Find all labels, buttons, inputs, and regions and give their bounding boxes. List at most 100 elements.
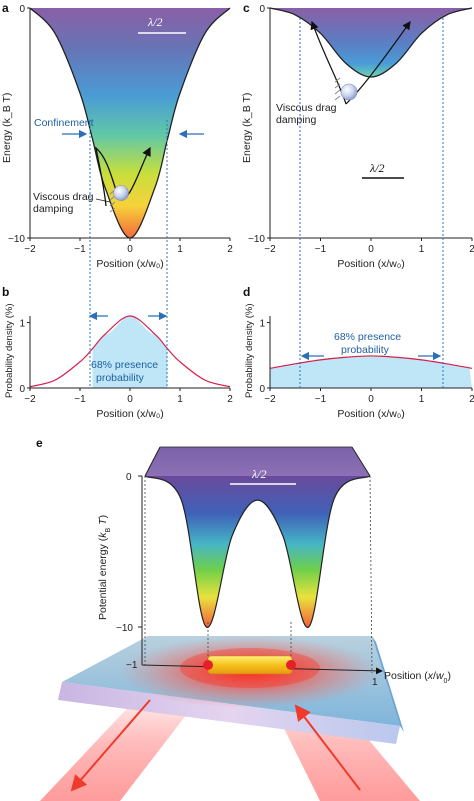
panel-letter-e: e <box>36 436 43 450</box>
panel-e: e λ/2 0 −10 Potential energy (kB T) <box>36 436 451 801</box>
axis-d-xtick-label: 1 <box>419 394 425 405</box>
axis-c-xtick-label: 0 <box>368 244 374 255</box>
axis-e-ylabel: Potential energy (kB T) <box>97 515 112 620</box>
lambda-label-c: λ/2 <box>369 161 385 175</box>
viscous-hatch-c <box>334 77 341 101</box>
energy-well-fill-e <box>145 476 370 628</box>
panel-letter-c: c <box>243 1 250 15</box>
axis-e-xlabel-0: 0 <box>444 678 448 685</box>
axis-c-ylabel: Energy (k_B T) <box>241 93 253 163</box>
laser-arrow-left <box>70 699 151 792</box>
energy-curve-c <box>269 7 473 78</box>
viscous-label-a-1: Viscous drag <box>33 191 94 203</box>
axis-c-xlabel: Position (x/w₀) <box>337 258 404 270</box>
axis-c-xtick-label: −1 <box>315 244 327 255</box>
droplines-e <box>144 475 373 674</box>
viscous-label-a-2: damping <box>33 203 73 215</box>
axes-b: −2 −1 0 1 2 Position (x/w₀) 1 0 Probability dens… <box>4 303 233 420</box>
panel-letter-d: d <box>243 285 250 299</box>
gold-nanorod <box>207 655 293 675</box>
axis-a-xtick-label: 2 <box>227 244 233 255</box>
axis-e-pos-tick-neg1: −1 <box>126 660 138 671</box>
glass-slab-side <box>372 636 404 732</box>
axis-c-xtick-label: 2 <box>469 244 474 255</box>
panel-letter-b: b <box>2 285 9 299</box>
axis-c-ytick-label: −10 <box>248 234 265 245</box>
probability-curve-b <box>29 315 231 388</box>
presence-label-b-2: probability <box>96 372 145 384</box>
axis-a-xtick-label: −1 <box>74 244 86 255</box>
glass-slab-front <box>58 682 400 744</box>
viscous-pointer-a <box>95 198 111 203</box>
axis-d-ytick-label: 1 <box>259 319 265 330</box>
axis-b-xtick-label: −1 <box>74 394 86 405</box>
axis-b-ylabel: Probability density (%) <box>4 303 15 398</box>
axis-a-xtick-label: −2 <box>24 244 36 255</box>
axis-c-xtick-label: −2 <box>264 244 276 255</box>
energy-well-fill-c <box>270 8 472 77</box>
lambda-label-a: λ/2 <box>147 15 163 29</box>
axis-b-ytick-label: 1 <box>19 319 25 330</box>
axis-e-xlabel-w: w <box>436 670 445 682</box>
trajectory-arrow-a <box>95 146 151 207</box>
energy-surface-top <box>145 447 370 476</box>
axis-e-ylabel-t: T <box>97 517 109 528</box>
probability-fill-b <box>92 316 168 388</box>
axis-d-xtick-label: 2 <box>469 394 474 405</box>
bead-a <box>113 185 129 201</box>
panel-d: d −2 −1 0 1 2 Position (x/w₀) 1 0 Probability de… <box>243 285 474 420</box>
axis-d-ylabel: Probability density (%) <box>244 303 255 398</box>
axis-e-ylabel-b: B <box>105 527 112 532</box>
axis-a-xlabel: Position (x/w₀) <box>96 258 163 270</box>
surface-edge-right <box>351 446 371 477</box>
axis-a-ylabel: Energy (k_B T) <box>1 93 13 163</box>
viscous-label-c-2: damping <box>276 114 316 126</box>
axis-e-label-10: −10 <box>116 623 133 634</box>
probability-curve-d <box>269 355 473 369</box>
axis-b-xtick-label: 0 <box>127 394 133 405</box>
axis-e-label-0: 0 <box>126 472 132 483</box>
axis-c-xtick-label: 1 <box>419 244 425 255</box>
axis-d-xlabel: Position (x/w₀) <box>337 408 404 420</box>
axis-e-ylabel-text: Potential energy ( <box>97 537 109 620</box>
presence-label-b-1: 68% presence <box>91 359 158 371</box>
axis-e-xlabel-close: ) <box>447 670 451 682</box>
axis-d-ytick-label: 0 <box>259 384 265 395</box>
probability-fill-d <box>270 355 472 388</box>
axis-b-xlabel: Position (x/w₀) <box>96 408 163 420</box>
bead-c <box>340 83 358 101</box>
energy-well-fill-a <box>30 8 230 238</box>
confinement-label: Confinement <box>34 117 94 129</box>
axis-d-xtick-label: −1 <box>315 394 327 405</box>
panel-letter-a: a <box>2 1 9 15</box>
lambda-label-e: λ/2 <box>251 467 267 481</box>
axis-e-xlabel-text: Position ( <box>384 670 428 682</box>
axes-d: −2 −1 0 1 2 Position (x/w₀) 1 0 Probability dens… <box>244 303 474 420</box>
laser-arrow-right <box>294 704 361 791</box>
axis-c-ytick-label: 0 <box>259 4 265 15</box>
axis-e-ylabel-k: k <box>97 532 109 538</box>
axis-b-ytick-label: 0 <box>19 384 25 395</box>
axis-e-ylabel-close: ) <box>97 515 109 519</box>
viscous-label-c-1: Viscous drag <box>276 102 337 114</box>
axis-b-xtick-label: 2 <box>227 394 233 405</box>
axis-b-xtick-label: −2 <box>24 394 36 405</box>
axis-a-xtick-label: 0 <box>127 244 133 255</box>
presence-label-d-1: 68% presence <box>334 331 401 343</box>
axis-d-xtick-label: −2 <box>264 394 276 405</box>
panel-b: b −2 −1 0 1 2 Position (x/w₀) 1 0 Probability de… <box>2 285 233 420</box>
axis-e-xlabel-slash: / <box>433 670 436 682</box>
hotspot-left <box>203 660 213 670</box>
hotspot-right <box>286 660 296 670</box>
axis-a-ytick-label: 0 <box>19 4 25 15</box>
axis-a-ytick-label: −10 <box>8 234 25 245</box>
presence-label-d-2: probability <box>341 344 390 356</box>
axis-b-xtick-label: 1 <box>177 394 183 405</box>
axis-e-xlabel-x: x <box>427 670 434 682</box>
energy-curve-e <box>144 475 371 628</box>
